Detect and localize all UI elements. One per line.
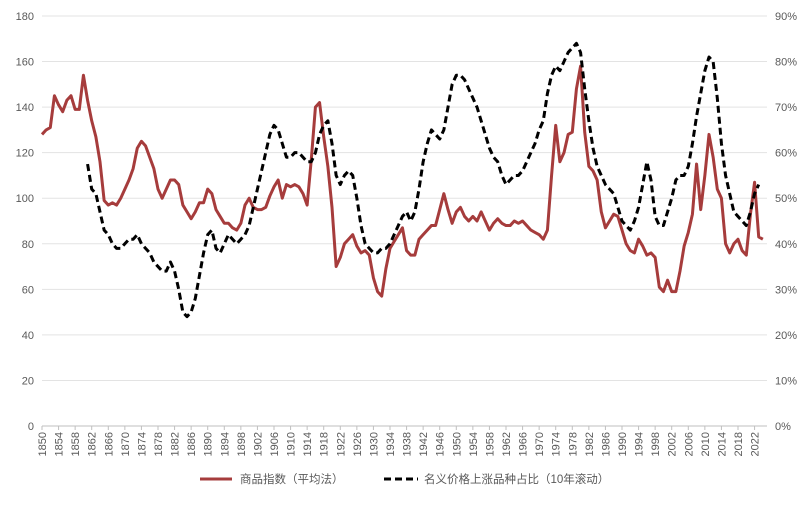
y2-tick-label: 0% [775, 421, 791, 433]
x-tick-label: 1998 [650, 432, 662, 456]
x-tick-label: 1966 [518, 432, 530, 456]
x-tick-label: 1882 [170, 432, 182, 456]
x-tick-label: 1942 [418, 432, 430, 456]
x-tick-label: 1910 [286, 432, 298, 456]
y2-tick-label: 80% [775, 57, 797, 69]
legend-label-commodity-index: 商品指数（平均法） [240, 472, 344, 486]
x-tick-label: 1906 [269, 432, 281, 456]
y-tick-label: 100 [16, 193, 34, 205]
x-tick-label: 1974 [551, 432, 563, 456]
y-tick-label: 180 [16, 11, 34, 23]
x-tick-label: 1854 [54, 432, 66, 456]
x-tick-label: 1950 [451, 432, 463, 456]
y-tick-label: 120 [16, 148, 34, 160]
right-y-axis: 0% 10% 20% 30% 40% 50% 60% 70% 80% 90% [775, 11, 797, 433]
y2-tick-label: 50% [775, 193, 797, 205]
left-y-axis: 0 20 40 60 80 100 120 140 160 180 [16, 11, 34, 433]
x-tick-label: 1946 [435, 432, 447, 456]
x-tick-label: 1858 [70, 432, 82, 456]
x-tick-label: 1986 [600, 432, 612, 456]
x-tick-label: 1934 [385, 432, 397, 456]
x-tick-label: 1926 [352, 432, 364, 456]
y-tick-label: 80 [22, 239, 34, 251]
x-tick-label: 2014 [716, 432, 728, 456]
x-tick-label: 1954 [468, 432, 480, 456]
x-tick-label: 1990 [617, 432, 629, 456]
x-tick-label: 1930 [368, 432, 380, 456]
x-tick-label: 1870 [120, 432, 132, 456]
series-line-rising-share [86, 41, 761, 319]
x-tick-label: 2006 [683, 432, 695, 456]
x-tick-label: 1890 [203, 432, 215, 456]
x-tick-label: 1938 [402, 432, 414, 456]
y-tick-label: 140 [16, 102, 34, 114]
y2-tick-label: 60% [775, 148, 797, 160]
x-axis: 1850 1854 1858 1862 1866 1870 1874 1878 1882 1886… [37, 426, 762, 456]
y-tick-label: 20 [22, 375, 34, 387]
legend: 商品指数（平均法） 名义价格上涨品种占比（10年滚动） [200, 472, 609, 486]
x-tick-label: 1902 [252, 432, 264, 456]
x-tick-label: 2002 [667, 432, 679, 456]
x-tick-label: 1894 [219, 432, 231, 456]
x-tick-label: 1918 [319, 432, 331, 456]
y2-tick-label: 30% [775, 284, 797, 296]
x-tick-label: 1970 [534, 432, 546, 456]
x-tick-label: 1978 [567, 432, 579, 456]
y-tick-label: 60 [22, 284, 34, 296]
y2-tick-label: 10% [775, 375, 797, 387]
y2-tick-label: 20% [775, 330, 797, 342]
series-line-commodity-index [40, 64, 764, 298]
x-tick-label: 1874 [136, 432, 148, 456]
x-tick-label: 1850 [37, 432, 49, 456]
x-tick-label: 2022 [750, 432, 762, 456]
x-tick-label: 1862 [87, 432, 99, 456]
series-lines [40, 41, 764, 319]
x-tick-label: 1982 [584, 432, 596, 456]
x-tick-label: 1898 [236, 432, 248, 456]
x-tick-label: 2018 [733, 432, 745, 456]
legend-label-rising-share: 名义价格上涨品种占比（10年滚动） [424, 472, 609, 486]
y2-tick-label: 70% [775, 102, 797, 114]
y2-tick-label: 90% [775, 11, 797, 23]
x-tick-label: 1958 [484, 432, 496, 456]
x-tick-label: 1922 [335, 432, 347, 456]
x-tick-label: 1962 [501, 432, 513, 456]
x-tick-label: 1878 [153, 432, 165, 456]
x-tick-label: 1886 [186, 432, 198, 456]
y-tick-label: 160 [16, 57, 34, 69]
y2-tick-label: 40% [775, 239, 797, 251]
x-tick-label: 1914 [302, 432, 314, 456]
y-tick-label: 0 [28, 421, 34, 433]
x-tick-label: 2010 [700, 432, 712, 456]
x-tick-label: 1994 [634, 432, 646, 456]
x-tick-label: 1866 [103, 432, 115, 456]
y-tick-label: 40 [22, 330, 34, 342]
